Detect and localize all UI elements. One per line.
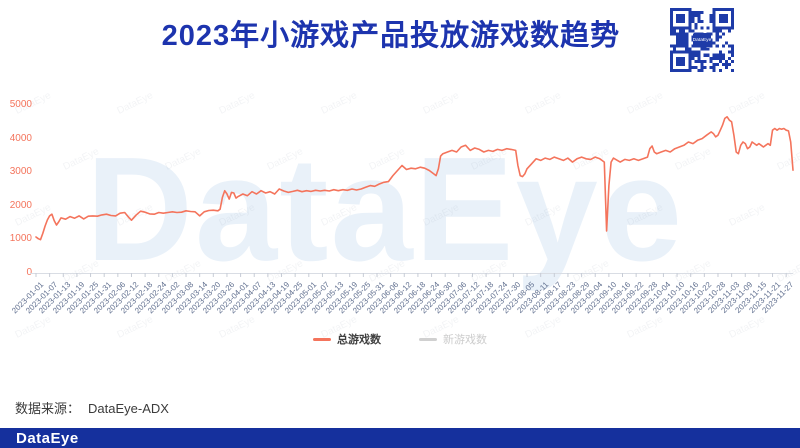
data-source: 数据来源： DataEye-ADX [15, 398, 169, 417]
chart-legend: 总游戏数 新游戏数 [0, 331, 800, 347]
y-axis-label: 2000 [9, 199, 32, 211]
legend-line-marker [419, 337, 437, 341]
page-title: 2023年小游戏产品投放游戏数趋势 [161, 20, 621, 52]
legend-label: 总游戏数 [337, 334, 381, 346]
legend-item-new-games[interactable]: 新游戏数 [419, 331, 487, 347]
qr-code-image: DataEye [670, 8, 734, 72]
legend-label: 新游戏数 [443, 334, 487, 346]
y-axis-label: 0 [26, 267, 32, 278]
y-axis-label: 4000 [9, 132, 32, 144]
y-axis-label: 1000 [9, 233, 32, 245]
svg-text:DataEye: DataEye [693, 37, 712, 43]
legend-item-total-games[interactable]: 总游戏数 [313, 331, 381, 347]
y-axis-label: 3000 [9, 166, 32, 178]
data-source-value: DataEye-ADX [88, 401, 169, 416]
dataeye-logo: DataEye [16, 429, 79, 447]
bottom-brand-bar: DataEye [0, 428, 800, 448]
legend-line-marker [313, 337, 331, 341]
data-source-label: 数据来源： [15, 401, 81, 416]
qr-code: DataEye [670, 8, 734, 72]
y-axis-label: 5000 [9, 99, 32, 110]
